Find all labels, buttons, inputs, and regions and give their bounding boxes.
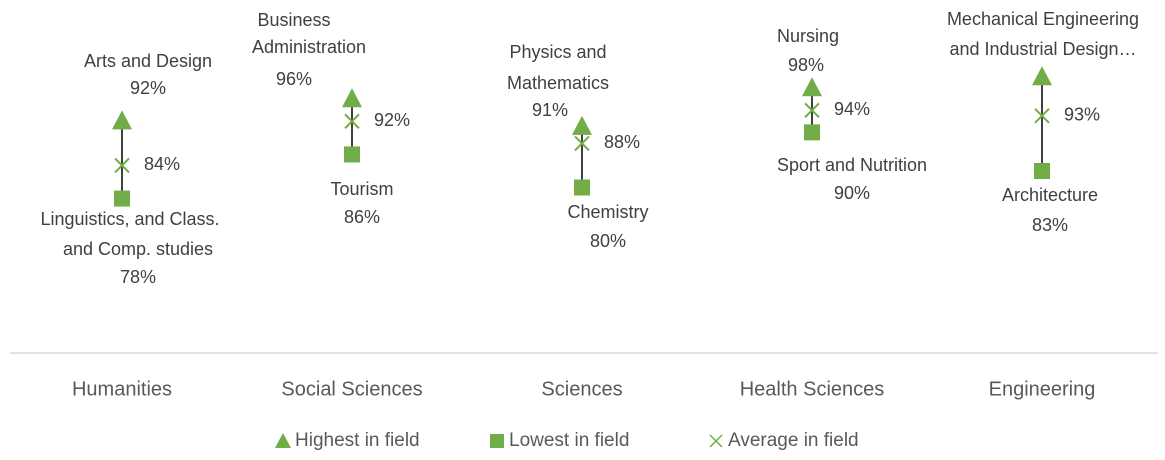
marker	[572, 115, 592, 135]
x-tick-label: Sciences	[541, 378, 622, 400]
x-tick-label: Engineering	[989, 378, 1096, 400]
marker	[804, 124, 820, 141]
marker	[344, 146, 360, 163]
legend-label: Average in field	[728, 430, 859, 451]
data-label: 92%	[130, 78, 166, 98]
data-label: 92%	[374, 110, 410, 130]
data-label: 83%	[1032, 215, 1068, 235]
point-label: Mathematics	[507, 73, 609, 93]
marker	[344, 113, 360, 130]
marker	[802, 77, 822, 97]
data-label: 91%	[532, 100, 568, 120]
point-label: Architecture	[1002, 185, 1098, 205]
marker	[342, 88, 362, 108]
data-label: 84%	[144, 154, 180, 174]
marker	[574, 135, 590, 152]
data-label: 93%	[1064, 105, 1100, 125]
legend-marker	[490, 434, 504, 448]
legend-label: Highest in field	[295, 430, 420, 451]
data-label: 98%	[788, 55, 824, 75]
marker	[1032, 66, 1052, 86]
x-tick-label: Social Sciences	[281, 378, 422, 400]
data-label: 80%	[590, 231, 626, 251]
data-label: 78%	[120, 267, 156, 287]
point-label: Sport and Nutrition	[777, 155, 927, 175]
legend-marker	[275, 433, 291, 448]
legend-marker	[709, 434, 723, 448]
marker	[804, 102, 820, 119]
point-label: Linguistics, and Class.	[40, 209, 219, 229]
data-label: 90%	[834, 183, 870, 203]
point-label: Business	[257, 10, 330, 30]
data-label: 94%	[834, 99, 870, 119]
point-label: Arts and Design	[84, 51, 212, 71]
marker	[1034, 108, 1050, 124]
point-label: Administration	[252, 37, 366, 57]
marker	[574, 179, 590, 196]
point-label: Nursing	[777, 26, 839, 46]
point-label: Mechanical Engineering	[947, 9, 1139, 29]
point-label: Chemistry	[567, 202, 648, 222]
data-label: 86%	[344, 207, 380, 227]
marker	[114, 190, 130, 207]
marker	[114, 157, 130, 174]
marker	[1034, 162, 1050, 179]
data-label: 88%	[604, 132, 640, 152]
legend-label: Lowest in field	[509, 430, 629, 451]
x-tick-label: Humanities	[72, 378, 172, 400]
data-label: 96%	[276, 69, 312, 89]
point-label: and Industrial Design…	[949, 39, 1136, 59]
x-tick-label: Health Sciences	[740, 378, 885, 400]
point-label: Physics and	[509, 42, 606, 62]
point-label: Tourism	[330, 179, 393, 199]
marker	[112, 110, 132, 130]
point-label: and Comp. studies	[63, 239, 213, 259]
